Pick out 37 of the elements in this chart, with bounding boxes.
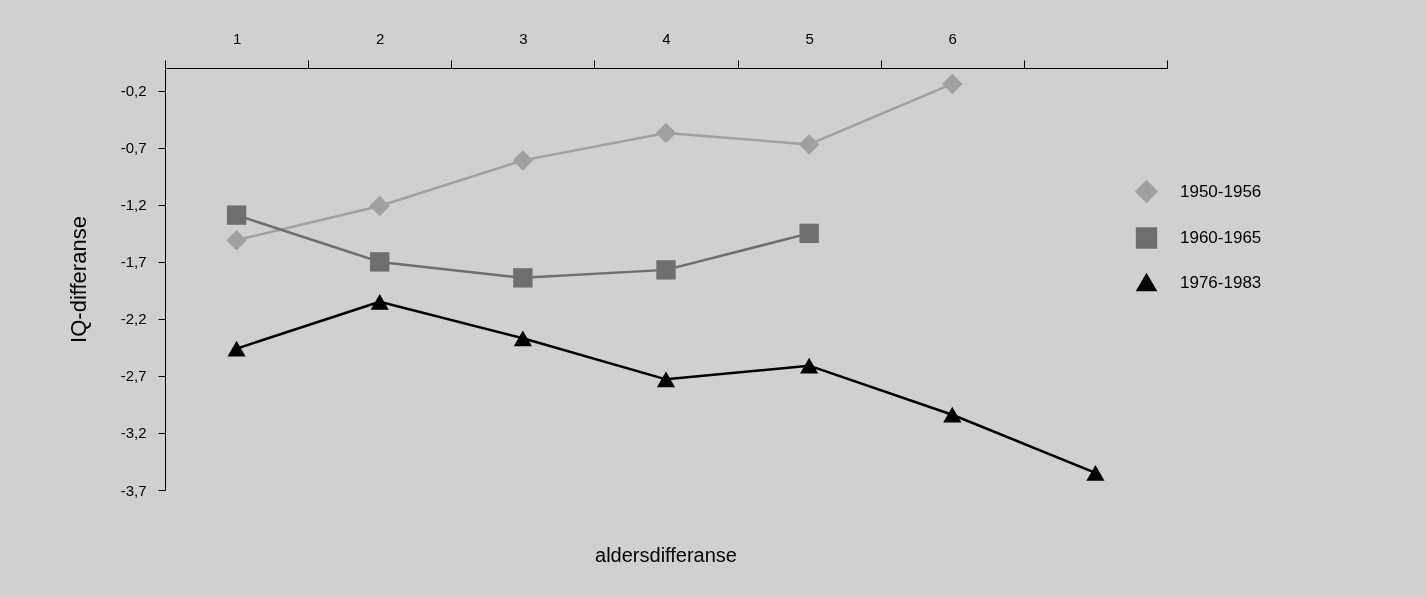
y-tick-label: -0,2: [120, 82, 147, 100]
legend-label: 1950-1956: [1180, 181, 1262, 201]
x-tick-label: 6: [948, 29, 957, 47]
point: [943, 406, 962, 423]
y-tick-label: -3,2: [120, 424, 147, 442]
point: [1086, 465, 1105, 481]
point: [942, 73, 963, 95]
y-tick-label: -2,7: [120, 367, 147, 385]
point: [800, 357, 819, 374]
point: [799, 223, 819, 244]
y-tick-label: -1,7: [120, 253, 147, 271]
x-tick-label: 5: [805, 29, 814, 47]
point: [226, 229, 247, 251]
y-tick-label: -2,2: [120, 310, 147, 328]
x-tick-label: 4: [662, 29, 671, 47]
point: [513, 330, 532, 347]
y-tick-label: -0,7: [120, 139, 147, 157]
legend-label: 1976-1983: [1180, 272, 1262, 292]
point: [227, 340, 246, 357]
point: [798, 134, 820, 155]
x-tick-label: 3: [519, 29, 528, 47]
x-tick-label: 2: [376, 29, 385, 47]
y-axis-title: IQ-differanse: [65, 216, 91, 343]
x-tick-label: 1: [232, 29, 242, 47]
point: [513, 268, 533, 288]
point: [370, 252, 390, 272]
point: [512, 150, 534, 171]
point: [369, 195, 390, 217]
point: [656, 371, 676, 388]
point: [370, 293, 389, 310]
point: [655, 122, 677, 144]
point: [656, 260, 676, 280]
point: [226, 205, 247, 225]
x-axis-title: aldersdifferanse: [595, 544, 737, 566]
legend-label: 1960-1965: [1180, 228, 1262, 247]
y-tick-label: -3,7: [120, 481, 147, 499]
y-tick-label: -1,2: [120, 196, 147, 214]
